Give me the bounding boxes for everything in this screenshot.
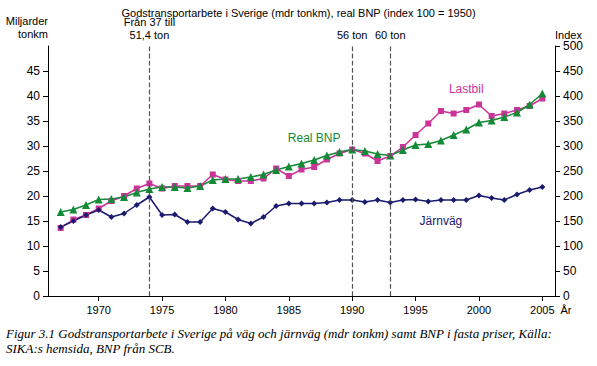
svg-text:40: 40 xyxy=(27,89,41,103)
svg-text:450: 450 xyxy=(563,64,583,78)
svg-text:Från 37 till: Från 37 till xyxy=(123,15,176,28)
svg-text:1980: 1980 xyxy=(213,304,237,316)
svg-text:tonkm: tonkm xyxy=(18,28,48,40)
svg-text:400: 400 xyxy=(563,89,583,103)
svg-text:Real BNP: Real BNP xyxy=(288,131,341,145)
html-text:Figur 3.1 Godstransportarbete: Figur 3.1 Godstransportarbete i Sverige … xyxy=(6,326,552,356)
svg-text:0: 0 xyxy=(33,289,40,303)
svg-text:Godstransportarbete i Sverige: Godstransportarbete i Sverige (mdr tonkm… xyxy=(121,7,475,19)
svg-text:0: 0 xyxy=(563,289,570,303)
svg-text:1990: 1990 xyxy=(340,304,364,316)
svg-text:1970: 1970 xyxy=(86,304,110,316)
svg-text:1975: 1975 xyxy=(150,304,174,316)
svg-text:Index: Index xyxy=(555,28,582,41)
svg-text:300: 300 xyxy=(563,139,583,153)
svg-text:50: 50 xyxy=(563,264,577,278)
svg-text:30: 30 xyxy=(27,139,41,153)
svg-text:100: 100 xyxy=(563,239,583,253)
svg-text:25: 25 xyxy=(27,164,41,178)
svg-text:250: 250 xyxy=(563,164,583,178)
svg-text:350: 350 xyxy=(563,114,583,128)
svg-text:1995: 1995 xyxy=(403,304,427,316)
svg-text:2005: 2005 xyxy=(530,304,554,316)
svg-text:År: År xyxy=(560,304,571,316)
svg-text:60 ton: 60 ton xyxy=(375,29,406,41)
svg-text:10: 10 xyxy=(27,239,41,253)
svg-text:Järnväg: Järnväg xyxy=(420,214,463,228)
svg-text:5: 5 xyxy=(33,264,40,278)
svg-text:200: 200 xyxy=(563,189,583,203)
svg-text:35: 35 xyxy=(27,114,41,128)
svg-text:45: 45 xyxy=(27,64,41,78)
svg-text:1985: 1985 xyxy=(277,304,301,316)
svg-text:20: 20 xyxy=(27,189,41,203)
svg-text:2000: 2000 xyxy=(467,304,491,316)
svg-text:51,4 ton: 51,4 ton xyxy=(130,29,170,41)
svg-text:56 ton: 56 ton xyxy=(337,29,368,41)
svg-text:500: 500 xyxy=(563,39,583,53)
svg-text:150: 150 xyxy=(563,214,583,228)
svg-text:15: 15 xyxy=(27,214,41,228)
svg-text:Lastbil: Lastbil xyxy=(449,82,484,96)
svg-text:Miljarder: Miljarder xyxy=(6,15,49,27)
